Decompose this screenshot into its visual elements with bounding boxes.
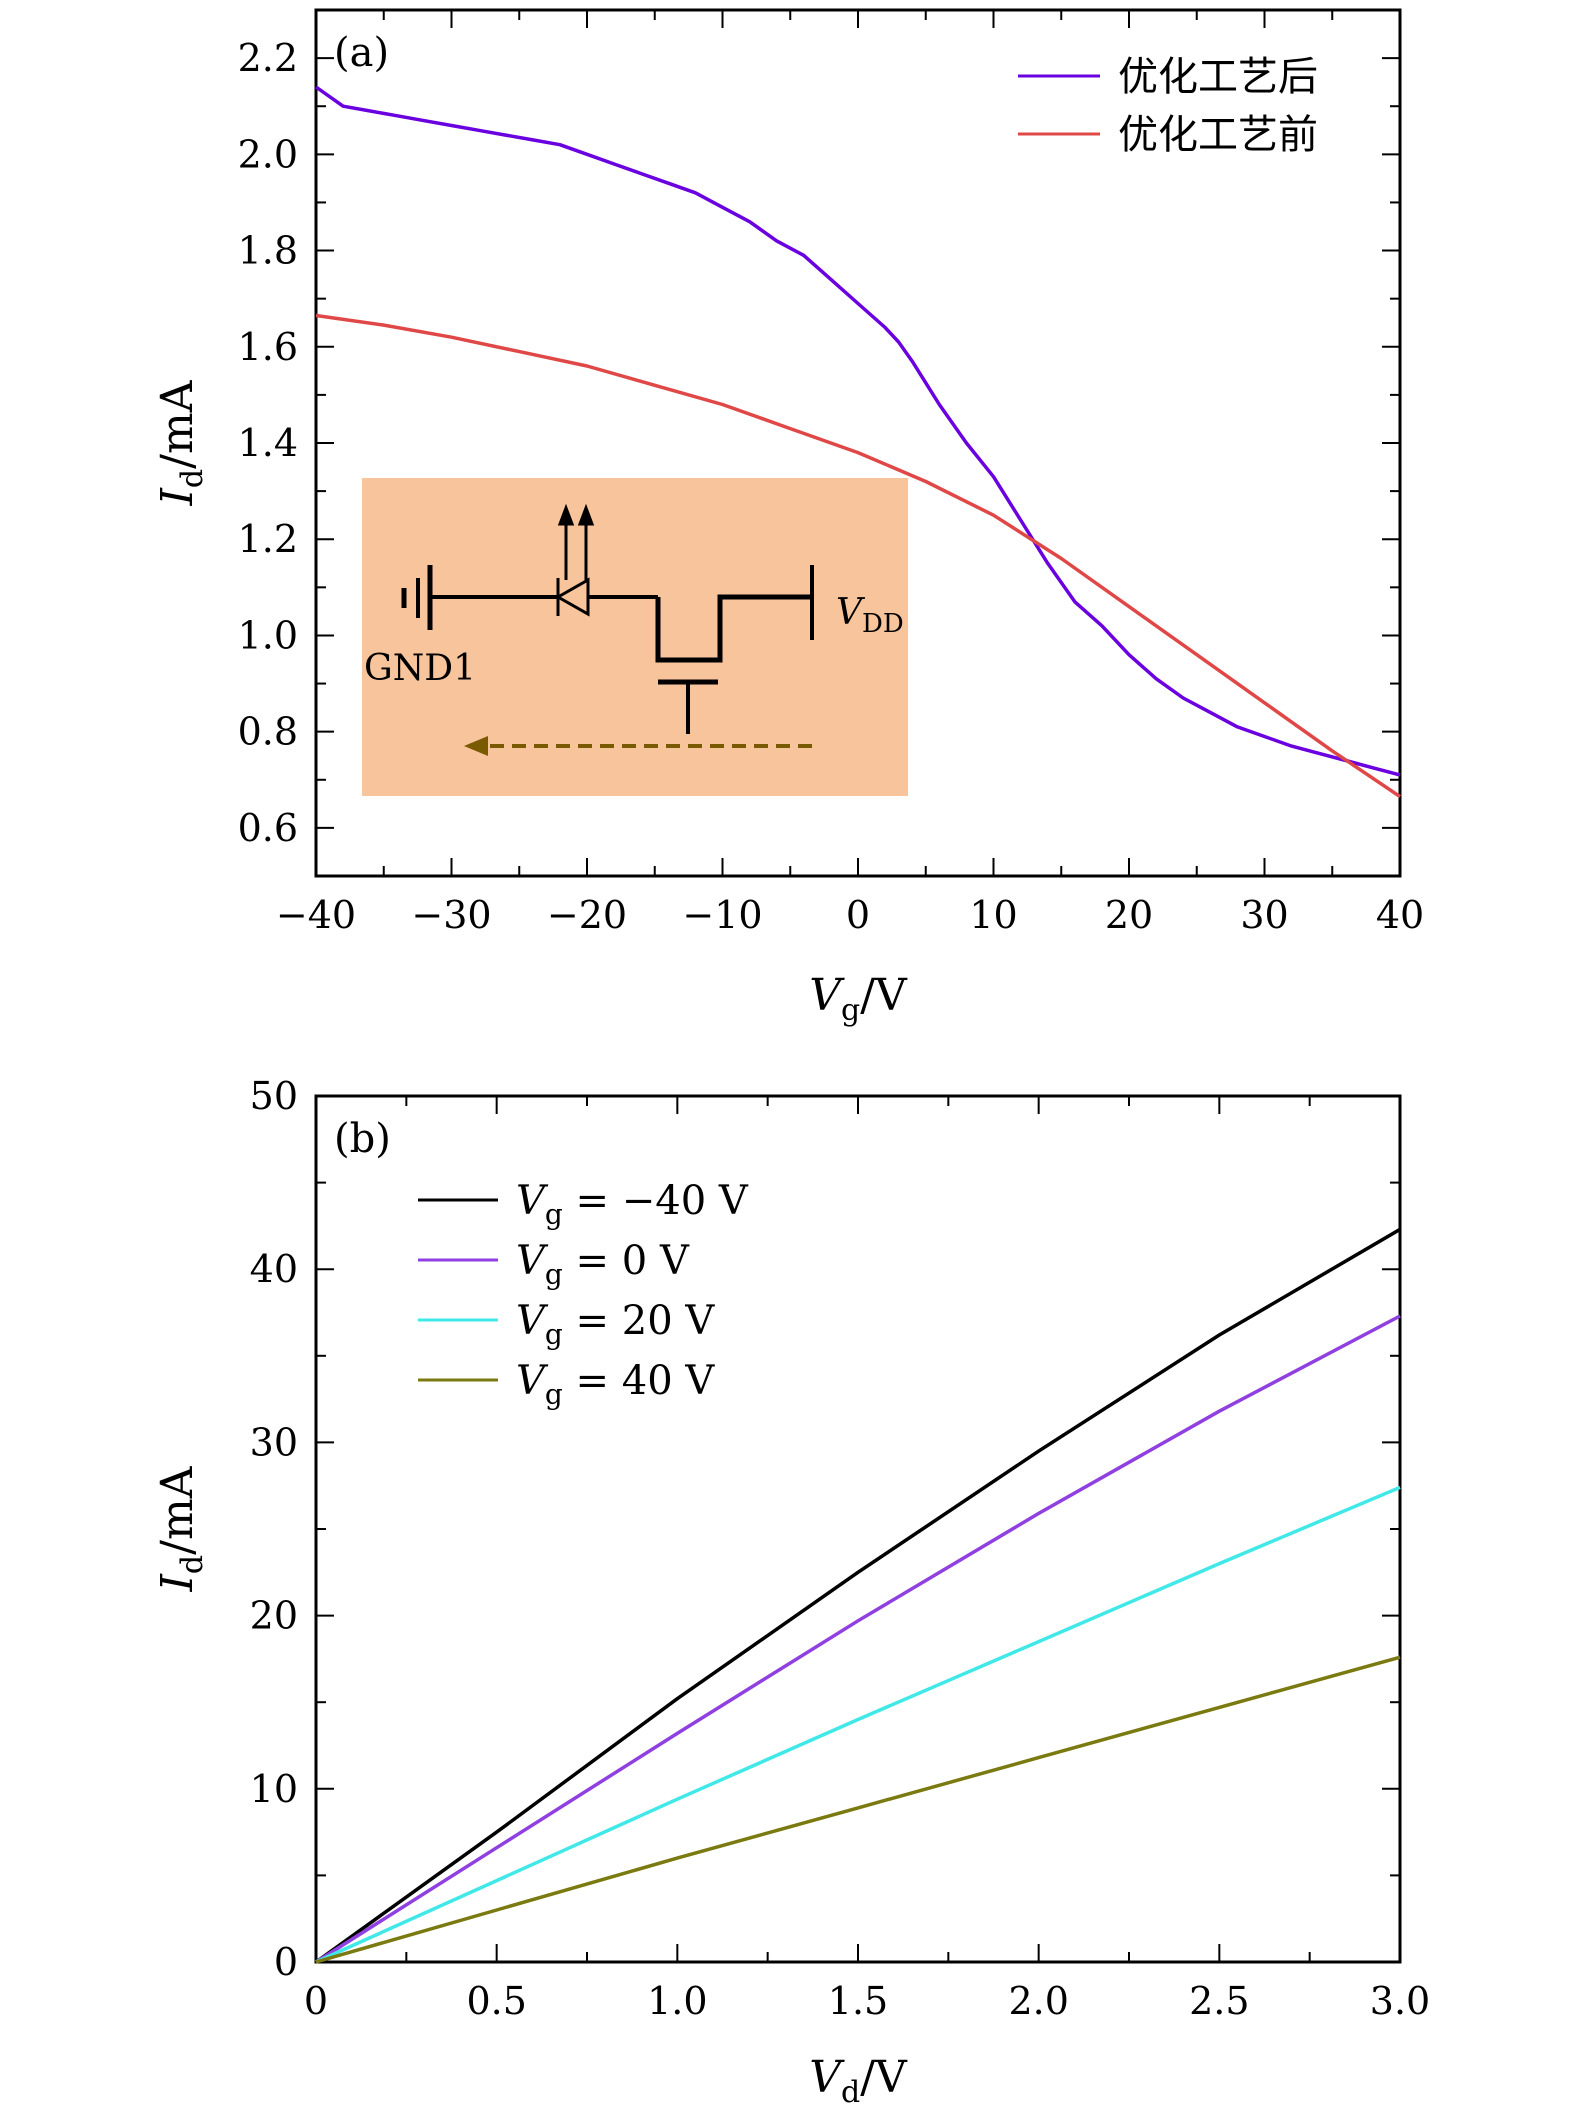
panel-a-curves xyxy=(314,85,1401,799)
panel-b-series-line-1 xyxy=(315,1314,1401,1964)
panel-b-x-axis-label: Vd/V xyxy=(809,2052,908,2110)
panel-b-y-axis-label: Id/mA xyxy=(152,1465,210,1592)
panel-a-y-tick-label: 0.6 xyxy=(238,806,298,850)
panel-b: 0 0.5 1.0 1.5 2.0 2.5 3.0 0 10 20 30 40 50 (b) Vg = … xyxy=(152,1074,1430,2110)
panel-a-x-tick-label: 10 xyxy=(969,893,1017,937)
transistor-channel xyxy=(655,594,812,663)
panel-a-y-tick-label: 1.4 xyxy=(238,421,298,465)
panel-a-x-tick-label: 20 xyxy=(1105,893,1153,937)
panel-b-x-tick-label: 0.5 xyxy=(466,1979,526,2023)
panel-b-label: (b) xyxy=(334,1116,391,1162)
legend-label-vg-40: Vg = 40 V xyxy=(516,1358,715,1411)
panel-b-x-tick-label: 2.5 xyxy=(1189,1979,1249,2023)
panel-a-x-tick-label: −40 xyxy=(276,893,356,937)
panel-b-x-tick-label: 1.0 xyxy=(647,1979,707,2023)
panel-a-y-axis-label: Id/mA xyxy=(152,379,210,506)
photodiode-icon xyxy=(554,503,595,617)
panel-b-x-tick-label: 1.5 xyxy=(828,1979,888,2023)
panel-b-x-tick-label: 2.0 xyxy=(1008,1979,1068,2023)
panel-b-y-tick-label: 10 xyxy=(250,1767,298,1811)
panel-a-y-tick-label: 0.8 xyxy=(238,710,298,754)
arrow-head-icon xyxy=(464,736,488,756)
panel-a-x-axis-label: Vg/V xyxy=(809,970,908,1028)
legend-label-vg-0: Vg = 0 V xyxy=(516,1238,690,1291)
panel-b-y-tick-label: 20 xyxy=(250,1594,298,1638)
panel-b-series-line-3 xyxy=(315,1655,1401,1964)
panel-a-x-tick-label: 30 xyxy=(1240,893,1288,937)
panel-b-y-tick-label: 0 xyxy=(274,1940,298,1984)
panel-a: −40 −30 −20 −10 0 10 20 30 40 0.6 0.8 1.0 1.2 1.4 1.6 1… xyxy=(152,8,1424,1028)
panel-a-legend: 优化工艺后 优化工艺前 xyxy=(1018,54,1318,158)
panel-b-series-line-0 xyxy=(314,1227,1401,1964)
panel-b-y-tick-label: 30 xyxy=(250,1420,298,1464)
panel-b-x-tick-label: 3.0 xyxy=(1370,1979,1430,2023)
panel-a-y-tick-label: 2.0 xyxy=(238,132,298,176)
panel-b-y-tick-label: 50 xyxy=(250,1074,298,1118)
panel-a-x-tick-label: 0 xyxy=(846,893,870,937)
panel-b-curves xyxy=(314,1227,1401,1964)
inset-circuit: GND1 VDD xyxy=(362,478,908,796)
panel-b-plot-frame xyxy=(314,1094,1402,1964)
panel-a-x-tick-label: −10 xyxy=(682,893,762,937)
panel-b-ticks: 0 0.5 1.0 1.5 2.0 2.5 3.0 0 10 20 30 40 50 xyxy=(250,1074,1431,2023)
panel-a-label: (a) xyxy=(334,30,389,76)
panel-a-series-line-0 xyxy=(314,85,1401,777)
panel-a-y-tick-label: 1.8 xyxy=(238,229,298,273)
legend-label-vg-20: Vg = 20 V xyxy=(516,1298,715,1351)
panel-a-y-tick-label: 1.2 xyxy=(238,517,298,561)
panel-b-legend: Vg = −40 V Vg = 0 V Vg = 20 V Vg = 40 V xyxy=(418,1178,749,1411)
legend-label-vg-neg40: Vg = −40 V xyxy=(516,1178,749,1231)
panel-a-x-tick-label: −30 xyxy=(411,893,491,937)
panel-a-x-tick-label: 40 xyxy=(1376,893,1424,937)
legend-label-after: 优化工艺后 xyxy=(1118,54,1318,100)
inset-label-gnd1: GND1 xyxy=(364,648,476,689)
panel-a-y-tick-label: 1.0 xyxy=(238,613,298,657)
panel-b-x-tick-label: 0 xyxy=(304,1979,328,2023)
panel-a-y-tick-label: 2.2 xyxy=(238,36,298,80)
panel-b-y-tick-label: 40 xyxy=(250,1247,298,1291)
panel-a-y-tick-label: 1.6 xyxy=(238,325,298,369)
inset-label-vdd: VDD xyxy=(836,592,904,639)
legend-label-before: 优化工艺前 xyxy=(1118,112,1318,158)
panel-a-series-line-1 xyxy=(315,313,1401,799)
panel-a-x-tick-label: −20 xyxy=(547,893,627,937)
panel-a-ticks: −40 −30 −20 −10 0 10 20 30 40 0.6 0.8 1.0 1.2 1.4 1.6 1… xyxy=(238,9,1424,937)
inset-background xyxy=(362,478,908,796)
panel-b-series-line-2 xyxy=(315,1485,1401,1964)
